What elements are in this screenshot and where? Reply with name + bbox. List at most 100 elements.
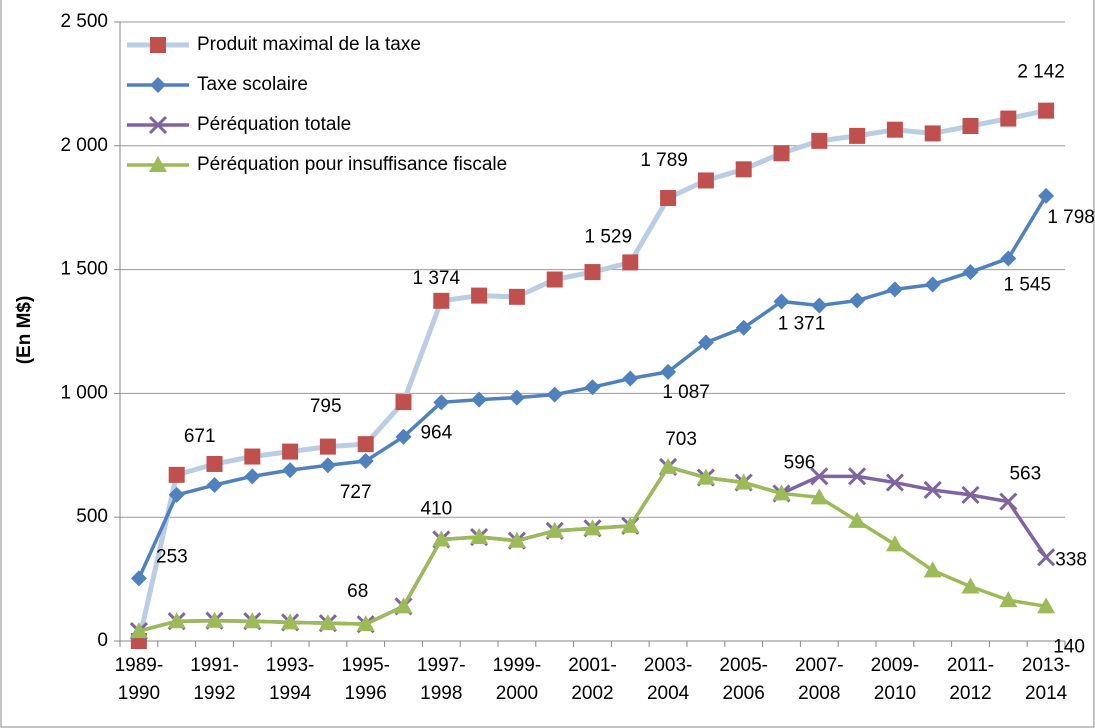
x-tick-line: 1997-: [417, 655, 466, 676]
marker: [660, 363, 677, 380]
marker: [697, 172, 714, 189]
marker: [999, 492, 1018, 511]
x-tick-label: 1999- 2000: [493, 655, 542, 704]
y-tick-label: 0: [97, 630, 108, 651]
marker: [130, 570, 147, 587]
marker: [773, 293, 790, 310]
x-tick-label: 2001- 2002: [568, 655, 617, 704]
data-label: 671: [184, 426, 216, 447]
marker: [622, 254, 639, 271]
marker: [471, 287, 488, 304]
marker: [206, 455, 223, 472]
data-label: 795: [310, 396, 342, 417]
data-label: 1 371: [778, 314, 826, 335]
marker: [1038, 102, 1055, 119]
marker: [149, 156, 167, 172]
legend-label: Péréquation totale: [197, 114, 351, 135]
legend-label: Taxe scolaire: [197, 74, 308, 95]
marker: [772, 484, 791, 501]
y-tick-label: 2 000: [60, 135, 108, 156]
marker: [508, 288, 525, 305]
marker: [962, 264, 979, 281]
series: [130, 187, 1055, 587]
x-tick-line: 1993-: [266, 655, 315, 676]
marker: [622, 370, 639, 387]
data-label: 410: [420, 498, 452, 519]
marker: [1037, 597, 1056, 614]
x-tick-label: 2011- 2012: [947, 655, 994, 704]
marker: [244, 448, 261, 465]
marker: [433, 394, 450, 411]
series: [130, 102, 1055, 649]
marker: [885, 535, 904, 552]
x-tick-line: 2011-: [947, 655, 994, 676]
x-tick-label: 1989- 1990: [115, 655, 164, 704]
marker: [621, 516, 640, 533]
marker: [962, 117, 979, 134]
marker: [205, 611, 224, 628]
marker: [660, 190, 677, 207]
marker: [546, 386, 563, 403]
x-tick-line: 1995-: [341, 655, 390, 676]
marker: [923, 480, 942, 500]
x-tick-line: 1990: [118, 683, 160, 704]
marker: [470, 528, 489, 545]
y-tick-label: 500: [76, 506, 108, 527]
x-tick-line: 2010: [874, 683, 916, 704]
marker: [281, 613, 300, 630]
marker: [129, 622, 148, 639]
marker: [546, 271, 563, 288]
marker: [584, 379, 601, 396]
data-label: 1 374: [413, 268, 461, 289]
x-tick-line: 2003-: [644, 655, 693, 676]
marker: [356, 615, 375, 632]
series-line: [138, 465, 1048, 633]
legend-label: Produit maximal de la taxe: [197, 34, 421, 55]
marker: [508, 389, 525, 406]
x-tick-line: 2005-: [719, 655, 768, 676]
marker: [697, 334, 714, 351]
marker: [848, 511, 867, 528]
marker: [886, 281, 903, 298]
x-tick-line: 2004: [647, 683, 690, 704]
marker: [735, 161, 752, 178]
data-label: 68: [347, 581, 368, 602]
marker: [1000, 110, 1017, 127]
data-label: 1 789: [640, 150, 688, 171]
x-tick-line: 2001-: [568, 655, 617, 676]
marker: [735, 319, 752, 336]
marker: [168, 486, 185, 503]
x-tick-line: 1989-: [115, 655, 164, 676]
marker: [319, 457, 336, 474]
marker: [319, 438, 336, 455]
data-label: 563: [1009, 464, 1041, 485]
marker: [1037, 548, 1056, 567]
x-tick-line: 1999-: [493, 655, 542, 676]
marker: [545, 521, 564, 538]
data-label: 596: [784, 452, 816, 473]
legend-label: Péréquation pour insuffisance fiscale: [197, 154, 507, 175]
x-tick-label: 1997- 1998: [417, 655, 466, 704]
data-label: 1 798: [1047, 207, 1095, 228]
marker: [885, 473, 904, 492]
x-tick-line: 2013-: [1022, 655, 1071, 676]
data-label: 1 545: [1004, 274, 1052, 295]
marker: [150, 77, 166, 93]
x-tick-label: 2009- 2010: [871, 655, 920, 704]
marker: [886, 121, 903, 138]
marker: [961, 485, 980, 504]
data-label: 703: [665, 429, 697, 450]
data-label: 2 142: [1017, 62, 1065, 83]
data-label: 338: [1055, 549, 1087, 570]
y-tick-label: 1 000: [60, 382, 108, 403]
x-tick-label: 2005- 2006: [719, 655, 768, 704]
marker: [357, 452, 374, 469]
data-label: 727: [340, 482, 372, 503]
data-label: 253: [156, 546, 188, 567]
x-tick-line: 2009-: [871, 655, 920, 676]
marker: [395, 394, 412, 411]
x-tick-label: 1991- 1992: [190, 655, 239, 704]
marker: [849, 127, 866, 144]
